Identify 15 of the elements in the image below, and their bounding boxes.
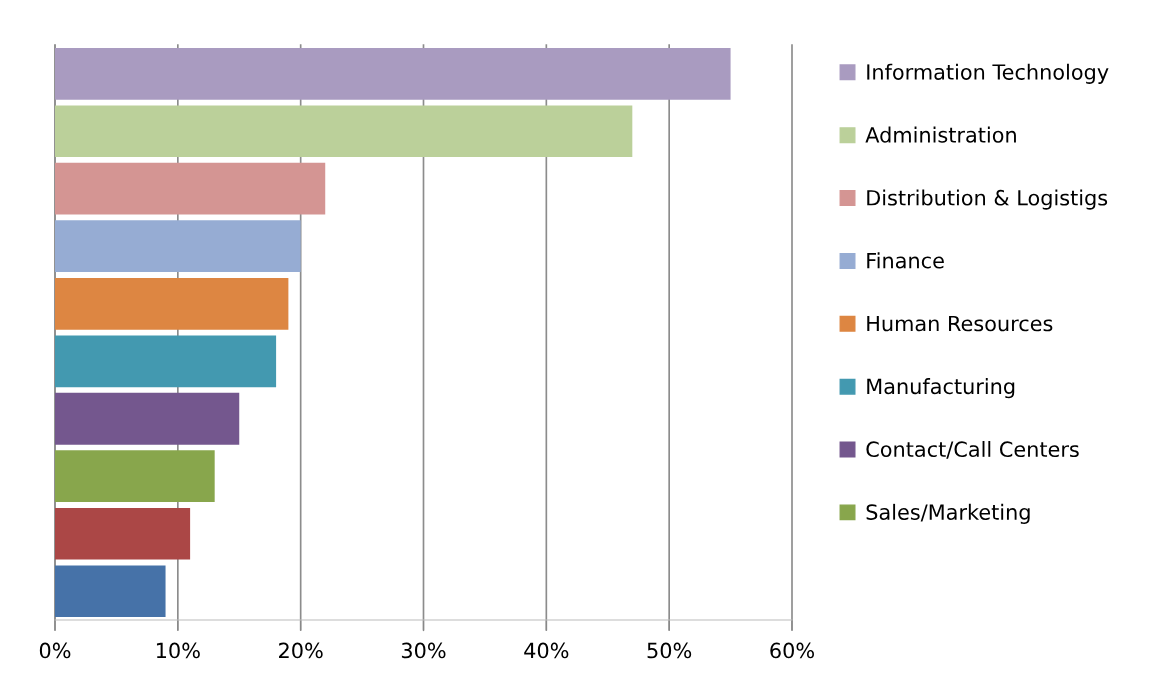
legend-label: Human Resources (867, 315, 1053, 332)
x-tick-label: 20% (279, 642, 323, 659)
x-tick-label: 60% (770, 642, 814, 659)
legend-label: Manufacturing (867, 378, 1015, 399)
legend-label: Administration (865, 126, 1016, 143)
legend-label: Information Technology (867, 63, 1109, 84)
x-tick-label: 50% (647, 642, 692, 659)
x-tick-label: 30% (401, 642, 446, 659)
x-tick-label: 0% (39, 642, 71, 659)
legend-label: Distribution & Logistigs (867, 189, 1108, 210)
x-tick-label: 40% (524, 642, 569, 659)
x-tick-label: 10% (156, 642, 200, 659)
legend-label: Contact/Call Centers (866, 440, 1079, 459)
legend-label: Finance (867, 252, 944, 269)
legend-label: Sales/Marketing (866, 503, 1030, 525)
